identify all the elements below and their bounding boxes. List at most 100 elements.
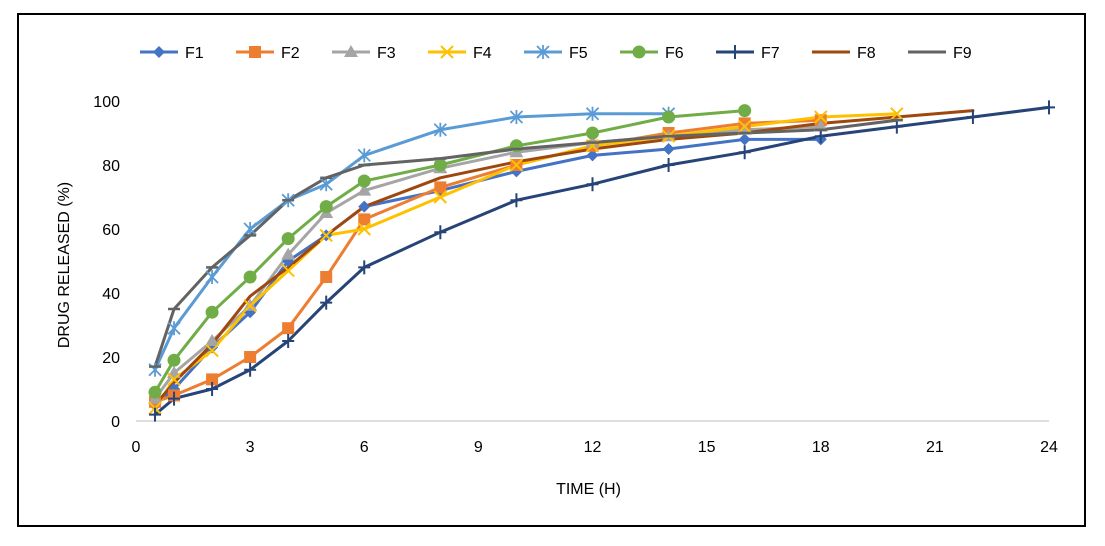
data-point-f7: [662, 158, 675, 172]
data-point-f2: [206, 373, 219, 386]
data-point-f6: [148, 385, 162, 399]
data-point-f7: [586, 177, 599, 192]
data-point-f5: [243, 222, 257, 236]
data-point-f7: [966, 110, 979, 124]
legend-marker: [632, 45, 646, 59]
legend-label: F9: [953, 45, 972, 62]
data-point-f6: [205, 305, 219, 319]
y-tick-label: 40: [102, 286, 120, 303]
data-point-f4: [243, 299, 257, 313]
x-tick-labels: 0 3 6 9 12 15 18 21 24: [132, 439, 1058, 456]
data-point-f5: [509, 110, 524, 124]
data-point-f7: [149, 407, 162, 422]
data-point-f4: [281, 263, 295, 278]
data-point-f7: [358, 260, 371, 275]
data-point-f6: [738, 104, 752, 118]
series-line-f9: [153, 118, 899, 369]
data-point-f5: [585, 106, 600, 121]
data-point-f7: [510, 193, 523, 208]
data-point-f7: [890, 119, 903, 134]
data-point-f5: [433, 122, 447, 137]
x-tick-label: 6: [360, 439, 369, 456]
data-point-f5: [357, 148, 371, 163]
data-point-f3: [357, 183, 372, 196]
legend-label: F8: [857, 45, 876, 62]
y-tick-label: 100: [93, 94, 120, 111]
series-points-f7: [149, 100, 1055, 422]
series-markers: [148, 100, 1055, 422]
data-point-f4: [890, 107, 904, 121]
data-point-f6: [509, 139, 523, 153]
data-point-f4: [737, 119, 752, 134]
data-point-f2: [244, 351, 257, 363]
y-tick-label: 80: [102, 158, 120, 175]
data-point-f6: [586, 126, 599, 140]
data-point-f7: [282, 334, 295, 348]
data-point-f7: [168, 391, 181, 406]
x-tick-label: 12: [584, 439, 602, 456]
legend-item-f8: F8: [812, 45, 876, 62]
data-point-f4: [433, 190, 448, 204]
legend-marker: [249, 46, 261, 58]
legend-marker: [536, 45, 550, 59]
legend-marker: [153, 46, 165, 58]
legend-item-f4: F4: [428, 45, 492, 62]
data-point-f6: [281, 232, 295, 246]
series-points-f6: [148, 104, 752, 399]
x-tick-label: 21: [926, 439, 944, 456]
series-line-f6: [153, 109, 747, 394]
data-point-f7: [244, 362, 257, 377]
legend-item-f5: F5: [524, 45, 588, 62]
x-axis-title: TIME (H): [556, 481, 621, 498]
data-point-f1: [738, 133, 751, 146]
x-tick-label: 0: [132, 439, 141, 456]
series-line-f4: [153, 112, 899, 410]
x-tick-label: 3: [246, 439, 255, 456]
data-point-f1: [358, 200, 371, 213]
legend-label: F4: [473, 45, 492, 62]
y-tick-label: 0: [111, 414, 120, 431]
data-point-f1: [662, 143, 675, 155]
x-tick-label: 18: [812, 439, 830, 456]
data-point-f4: [167, 372, 181, 387]
data-point-f7: [434, 225, 447, 240]
data-point-f5: [167, 321, 181, 336]
data-point-f7: [206, 382, 219, 396]
legend-label: F1: [185, 45, 204, 62]
data-point-f6: [357, 174, 371, 188]
data-point-f2: [320, 271, 333, 283]
axes: [136, 420, 1049, 422]
data-point-f2: [434, 181, 447, 194]
legend-item-f3: F3: [332, 45, 396, 62]
data-point-f2: [282, 322, 295, 335]
series-points-f4: [148, 107, 904, 415]
y-axis-title: DRUG RELEASED (%): [56, 182, 73, 348]
data-point-f6: [319, 200, 333, 214]
data-point-f7: [738, 145, 751, 160]
legend-item-f6: F6: [620, 45, 684, 62]
legend-label: F7: [761, 45, 780, 62]
data-point-f3: [205, 334, 220, 346]
y-tick-label: 60: [102, 222, 120, 239]
series-line-f7: [153, 105, 1051, 417]
data-point-f4: [205, 343, 219, 358]
legend-label: F5: [569, 45, 588, 62]
line-chart: F1 F2 F3 F4 F5 F6 F7 F8 F9 0 3 6 9 12 15 18 21 24 0 20 40 6…: [56, 45, 1058, 498]
legend-marker: [440, 45, 454, 59]
data-point-f1: [586, 149, 599, 162]
chart-frame: F1 F2 F3 F4 F5 F6 F7 F8 F9 0 3 6 9 12 15 18 21 24 0 20 40 6…: [17, 13, 1086, 527]
legend-item-f7: F7: [716, 45, 780, 62]
data-point-f6: [243, 270, 257, 284]
x-tick-label: 9: [474, 439, 483, 456]
data-point-f7: [320, 295, 333, 310]
x-tick-label: 15: [698, 439, 716, 456]
y-tick-label: 20: [102, 350, 120, 367]
legend: F1 F2 F3 F4 F5 F6 F7 F8 F9: [140, 45, 972, 62]
legend-item-f1: F1: [140, 45, 204, 62]
data-point-f4: [509, 158, 524, 172]
data-point-f2: [358, 213, 371, 226]
series-points-f9: [149, 118, 903, 368]
series-line-f8: [153, 109, 975, 407]
legend-label: F2: [281, 45, 300, 62]
data-point-f5: [319, 177, 333, 192]
